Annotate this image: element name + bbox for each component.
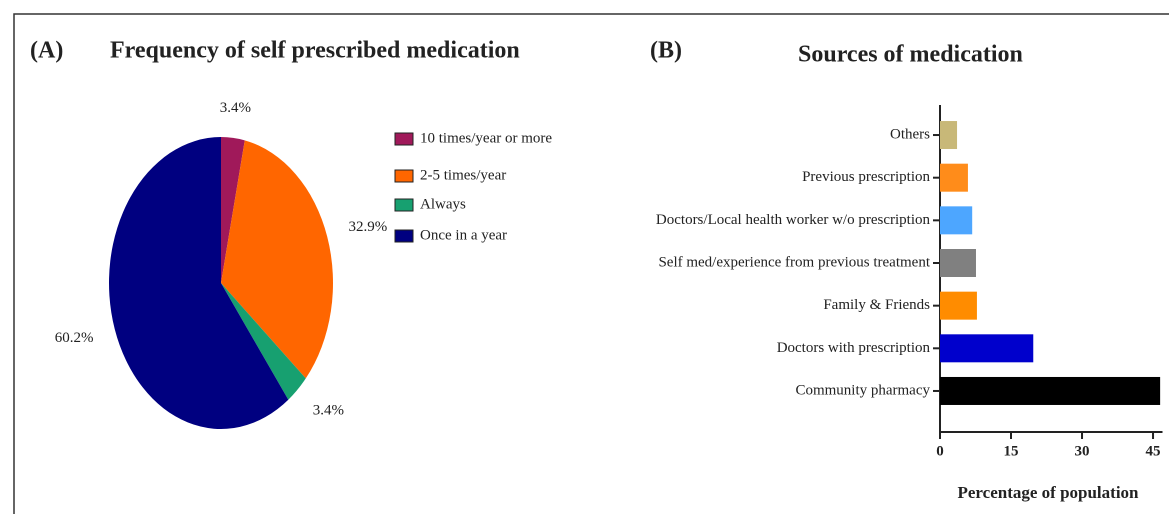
- data-label: 32.9%: [348, 219, 387, 235]
- bar: [940, 376, 1161, 405]
- panel-label: (A): [30, 38, 63, 64]
- y-tick-label: Others: [890, 126, 930, 142]
- bar: [940, 291, 977, 320]
- y-tick-label: Family & Friends: [823, 297, 930, 313]
- frame: [13, 13, 1169, 514]
- x-tick-label: 15: [1004, 443, 1019, 459]
- y-tick-label: Self med/experience from previous treatm…: [658, 254, 930, 270]
- chart-title: Sources of medication: [798, 42, 1023, 68]
- x-axis-label: Percentage of population: [957, 483, 1139, 502]
- data-label: 3.4%: [313, 402, 344, 418]
- bar: [940, 121, 958, 150]
- y-tick-label: Previous prescription: [802, 169, 930, 185]
- y-tick-label: Doctors with prescription: [777, 340, 931, 356]
- x-tick-label: 0: [936, 443, 944, 459]
- x-tick-label: 30: [1075, 443, 1090, 459]
- legend-label: Always: [420, 196, 466, 212]
- bar: [940, 206, 973, 235]
- panel-label: (B): [650, 38, 682, 64]
- pie-slice: [221, 140, 334, 379]
- pie-slice: [108, 137, 289, 430]
- legend-swatch: [394, 229, 414, 243]
- legend-label: 10 times/year or more: [420, 130, 552, 146]
- y-tick-label: Community pharmacy: [795, 382, 930, 398]
- legend-label: Once in a year: [420, 227, 507, 243]
- y-tick-label: Doctors/Local health worker w/o prescrip…: [656, 212, 931, 228]
- legend-swatch: [394, 198, 414, 212]
- data-label: 60.2%: [55, 330, 94, 346]
- pie-slice: [221, 283, 306, 400]
- bar: [940, 163, 968, 192]
- chart-title: Frequency of self prescribed medication: [110, 38, 520, 64]
- bar: [940, 249, 976, 277]
- data-label: 3.4%: [220, 100, 251, 116]
- bar: [940, 334, 1034, 363]
- legend-swatch: [394, 132, 414, 146]
- legend-label: 2-5 times/year: [420, 167, 506, 183]
- pie-slice: [221, 137, 245, 283]
- legend-swatch: [394, 169, 414, 183]
- x-tick-label: 45: [1146, 443, 1161, 459]
